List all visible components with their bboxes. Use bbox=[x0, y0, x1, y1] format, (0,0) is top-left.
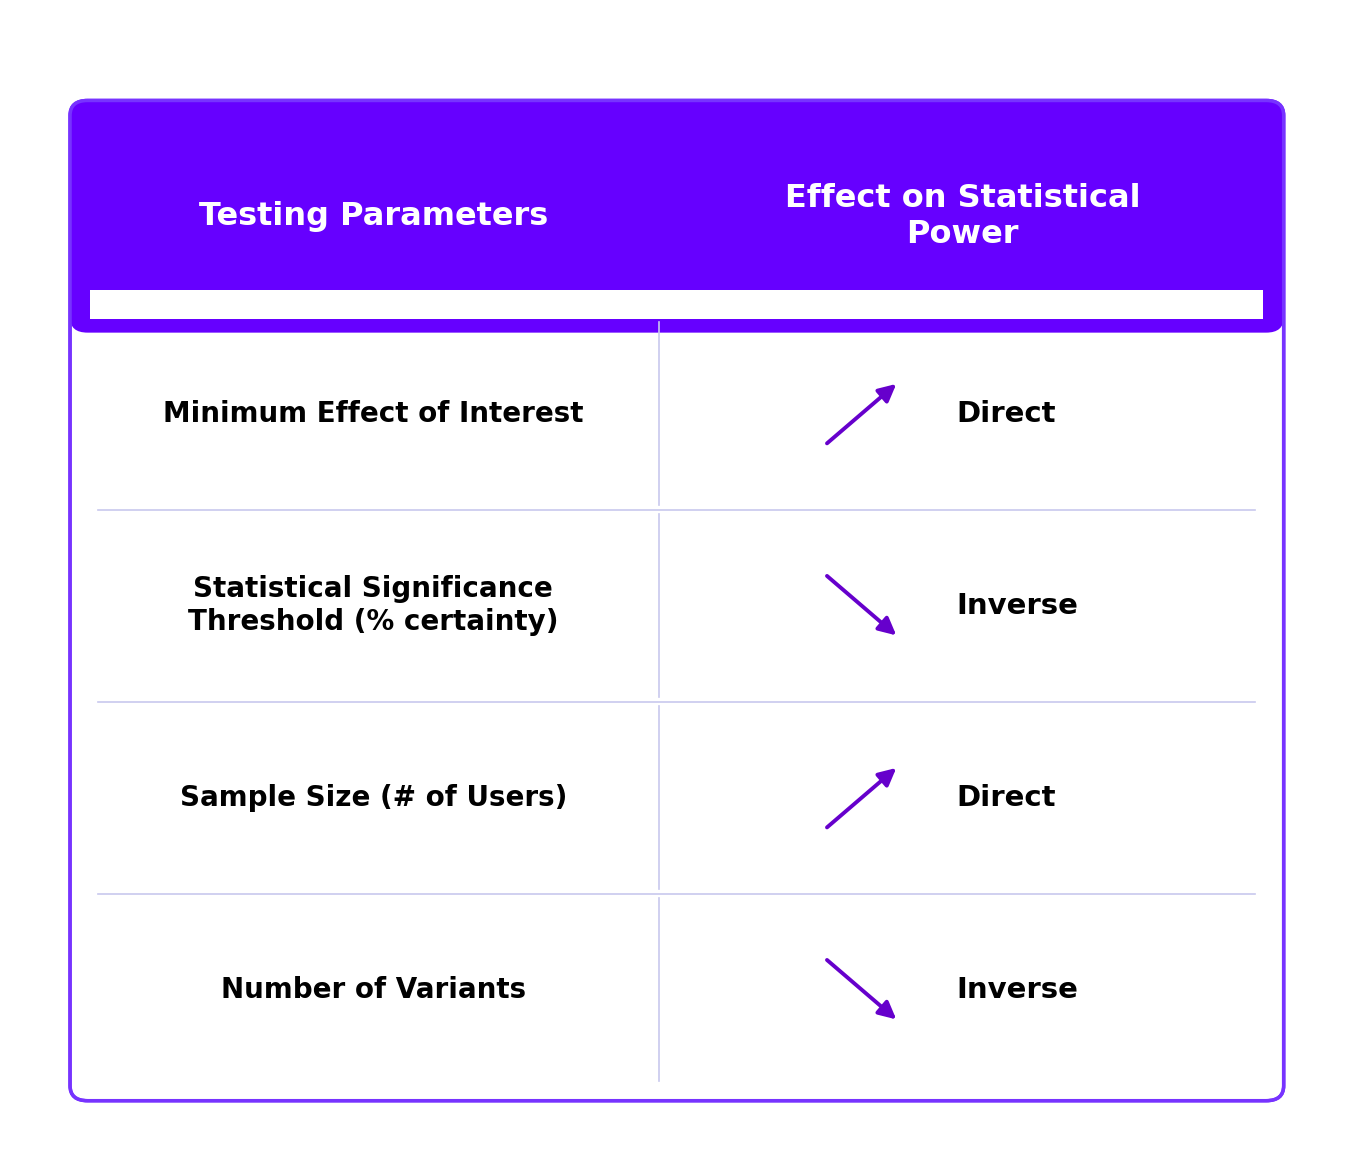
Text: Testing Parameters: Testing Parameters bbox=[199, 201, 548, 232]
Text: Inverse: Inverse bbox=[956, 591, 1078, 619]
FancyBboxPatch shape bbox=[70, 100, 1284, 1101]
Text: Statistical Significance
Threshold (% certainty): Statistical Significance Threshold (% ce… bbox=[189, 575, 559, 636]
Text: Sample Size (# of Users): Sample Size (# of Users) bbox=[179, 784, 567, 812]
Bar bbox=[88, 289, 1266, 318]
Text: Direct: Direct bbox=[956, 400, 1056, 427]
Text: Minimum Effect of Interest: Minimum Effect of Interest bbox=[163, 400, 583, 427]
Text: Number of Variants: Number of Variants bbox=[221, 976, 525, 1004]
Text: Effect on Statistical
Power: Effect on Statistical Power bbox=[785, 184, 1141, 249]
Bar bbox=[90, 290, 1263, 319]
Text: Direct: Direct bbox=[956, 784, 1056, 812]
Text: Inverse: Inverse bbox=[956, 976, 1078, 1004]
FancyBboxPatch shape bbox=[70, 100, 1284, 333]
